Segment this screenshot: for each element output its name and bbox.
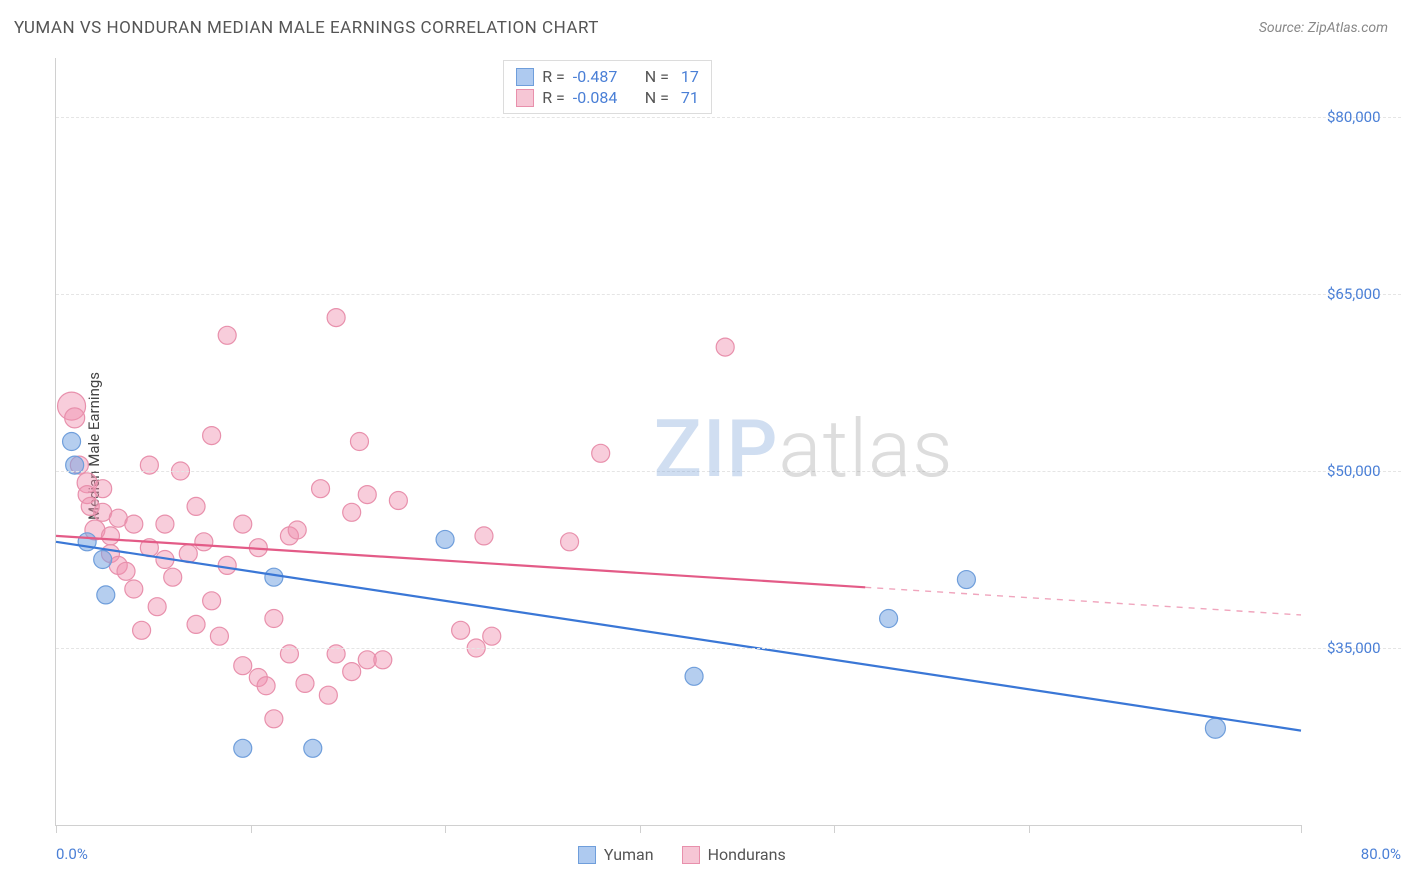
data-point <box>133 621 151 639</box>
chart-title: YUMAN VS HONDURAN MEDIAN MALE EARNINGS C… <box>14 18 599 38</box>
data-point <box>234 515 252 533</box>
gridline <box>56 648 1401 649</box>
gridline <box>56 117 1401 118</box>
data-point <box>210 627 228 645</box>
data-point <box>117 562 135 580</box>
legend-swatch <box>682 846 700 864</box>
data-point <box>265 568 283 586</box>
x-tick <box>1029 825 1030 833</box>
legend-swatch <box>516 68 534 86</box>
data-point <box>156 515 174 533</box>
data-point <box>343 663 361 681</box>
data-point <box>312 480 330 498</box>
data-point <box>716 338 734 356</box>
data-point <box>257 677 275 695</box>
data-point <box>436 530 454 548</box>
data-point <box>592 444 610 462</box>
data-point <box>389 492 407 510</box>
data-point <box>358 486 376 504</box>
legend-item: Yuman <box>578 845 654 864</box>
data-point <box>234 657 252 675</box>
data-point <box>65 408 85 428</box>
r-value: -0.487 <box>573 67 633 86</box>
legend-swatch <box>578 846 596 864</box>
y-tick-label: $35,000 <box>1327 639 1381 657</box>
data-point <box>218 556 236 574</box>
data-point <box>452 621 470 639</box>
y-tick-label: $65,000 <box>1327 285 1381 303</box>
data-point <box>327 309 345 327</box>
plot-area: $35,000$50,000$65,000$80,0000.0%80.0%ZIP… <box>55 58 1301 826</box>
data-point <box>195 533 213 551</box>
correlation-row: R = -0.487 N = 17 <box>516 67 699 86</box>
regression-line <box>56 542 1301 731</box>
data-point <box>94 480 112 498</box>
data-point <box>265 610 283 628</box>
data-point <box>957 571 975 589</box>
source-attribution: Source: ZipAtlas.com <box>1259 20 1388 36</box>
r-label: R = <box>542 67 565 86</box>
y-tick-label: $50,000 <box>1327 462 1381 480</box>
data-point <box>350 433 368 451</box>
data-point <box>148 598 166 616</box>
data-point <box>296 674 314 692</box>
data-point <box>1205 718 1225 738</box>
x-tick <box>1301 825 1302 833</box>
gridline <box>56 471 1401 472</box>
correlation-legend: R = -0.487 N = 17 R = -0.084 N = 71 <box>503 60 712 114</box>
n-value: 17 <box>677 67 699 86</box>
data-point <box>319 686 337 704</box>
gridline <box>56 294 1401 295</box>
chart-container: YUMAN VS HONDURAN MEDIAN MALE EARNINGS C… <box>0 0 1406 892</box>
data-point <box>218 326 236 344</box>
data-point <box>483 627 501 645</box>
x-tick <box>251 825 252 833</box>
data-point <box>63 433 81 451</box>
n-value: 71 <box>677 88 699 107</box>
x-tick <box>445 825 446 833</box>
x-tick <box>56 825 57 833</box>
data-point <box>343 503 361 521</box>
data-point <box>203 592 221 610</box>
data-point <box>880 610 898 628</box>
data-point <box>265 710 283 728</box>
data-point <box>97 586 115 604</box>
data-point <box>304 739 322 757</box>
n-label: N = <box>641 67 669 86</box>
x-tick <box>834 825 835 833</box>
data-point <box>203 427 221 445</box>
data-point <box>475 527 493 545</box>
x-tick <box>640 825 641 833</box>
legend-item: Hondurans <box>682 845 786 864</box>
y-tick-label: $80,000 <box>1327 108 1381 126</box>
correlation-row: R = -0.084 N = 71 <box>516 88 699 107</box>
legend-swatch <box>516 89 534 107</box>
data-point <box>288 521 306 539</box>
legend-label: Hondurans <box>708 845 786 864</box>
data-point <box>164 568 182 586</box>
regression-line-extrap <box>865 587 1301 615</box>
data-point <box>374 651 392 669</box>
data-point <box>561 533 579 551</box>
x-axis-label-right: 80.0% <box>1361 845 1401 863</box>
data-point <box>125 580 143 598</box>
r-label: R = <box>542 88 565 107</box>
r-value: -0.084 <box>573 88 633 107</box>
data-point <box>685 667 703 685</box>
data-point <box>187 497 205 515</box>
data-point <box>234 739 252 757</box>
data-point <box>187 615 205 633</box>
series-legend: Yuman Hondurans <box>578 845 786 864</box>
n-label: N = <box>641 88 669 107</box>
data-point <box>101 527 119 545</box>
x-axis-label-left: 0.0% <box>56 845 88 863</box>
chart-svg <box>56 58 1301 825</box>
data-point <box>125 515 143 533</box>
data-point <box>94 551 112 569</box>
legend-label: Yuman <box>604 845 654 864</box>
